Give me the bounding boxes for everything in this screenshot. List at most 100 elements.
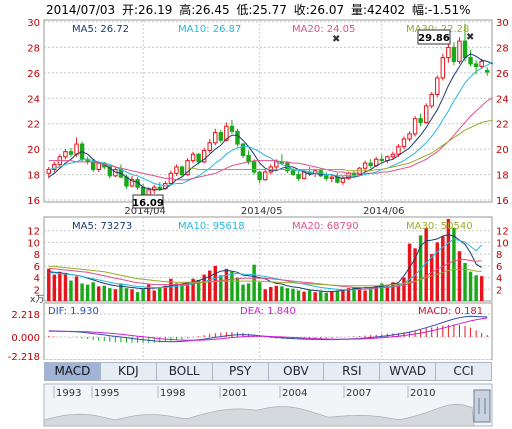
- dea-line: [48, 317, 488, 341]
- candle-body: [329, 176, 335, 179]
- candle-body: [457, 40, 462, 62]
- volume-bar: [380, 283, 384, 301]
- tab-boll[interactable]: BOLL: [157, 363, 213, 380]
- volume-ma30-legend: MA30: 50540: [406, 221, 473, 232]
- volume-bar: [97, 286, 101, 301]
- volume-bar: [352, 286, 356, 301]
- price-y-tick-left: 24: [27, 94, 40, 105]
- tab-obv[interactable]: OBV: [269, 363, 325, 380]
- volume-y-tick-right: 2: [496, 285, 502, 296]
- volume-bar: [335, 290, 340, 301]
- volume-bar: [341, 289, 345, 301]
- price-y-tick-left: 30: [27, 18, 40, 29]
- price-y-tick-right: 16: [496, 196, 509, 207]
- volume-bar: [263, 289, 267, 301]
- quote-low-label: 低:: [236, 3, 252, 17]
- volume-bar: [224, 268, 229, 301]
- tab-kdj[interactable]: KDJ: [101, 363, 157, 380]
- price-y-tick-right: 30: [496, 18, 509, 29]
- volume-bar: [74, 276, 79, 301]
- candle-body: [257, 171, 262, 181]
- candle-body: [368, 162, 373, 167]
- candle-body: [218, 132, 224, 141]
- candle-body: [396, 146, 401, 155]
- candle-body: [446, 46, 451, 59]
- volume-bar: [124, 288, 129, 301]
- low-price-label: 16.09: [132, 198, 164, 209]
- price-ma5-legend: MA5: 26.72: [72, 24, 129, 35]
- volume-bar: [457, 251, 462, 301]
- candle-body: [473, 63, 479, 67]
- candle-body: [190, 153, 196, 162]
- volume-bar: [285, 288, 290, 301]
- timeline-year-label: 1998: [160, 388, 185, 399]
- volume-bar: [63, 272, 68, 301]
- volume-ma-lines: [48, 234, 483, 293]
- macd-panel-frame: [43, 302, 493, 360]
- timeline-year-label: 2004: [282, 388, 307, 399]
- tab-wvad[interactable]: WVAD: [380, 363, 437, 380]
- volume-y-tick-left: 10: [27, 238, 40, 249]
- candle-body: [201, 149, 207, 163]
- candle-body: [213, 132, 218, 144]
- candle-body: [146, 189, 151, 196]
- candle-body: [246, 155, 251, 163]
- tab-cci[interactable]: CCI: [453, 364, 474, 378]
- tab-rsi[interactable]: RSI: [324, 363, 381, 380]
- price-y-tick-right: 20: [496, 145, 509, 156]
- volume-bar: [274, 285, 279, 301]
- volume-bar: [69, 280, 73, 301]
- volume-bar: [452, 227, 456, 301]
- volume-bar: [463, 262, 467, 301]
- volume-bar: [368, 289, 373, 301]
- timeline-navigator[interactable]: 1993 1995 1998 2001 2004 2007 2010: [0, 382, 512, 429]
- volume-bar: [330, 291, 334, 301]
- tab-macd[interactable]: MACD: [45, 363, 101, 380]
- timeline-year-label: 2001: [222, 388, 247, 399]
- volume-bar: [163, 285, 168, 301]
- candle-body: [207, 142, 212, 151]
- volume-bar: [196, 279, 201, 301]
- indicator-tab-bar: MACD KDJ BOLL PSY OBV RSI WVAD CCI: [44, 362, 492, 381]
- volume-y-tick-left: 6: [34, 262, 40, 273]
- candle-body: [235, 130, 240, 145]
- volume-bar: [152, 290, 156, 301]
- volume-bar: [158, 288, 162, 301]
- candle-body: [107, 166, 113, 177]
- volume-bar: [407, 243, 412, 301]
- volume-bar: [357, 288, 362, 301]
- volume-bar: [269, 286, 273, 301]
- candle-body: [185, 160, 190, 176]
- volume-y-tick-right: 10: [496, 238, 509, 249]
- volume-bar: [468, 271, 473, 301]
- candle-body: [290, 170, 296, 176]
- dif-legend: DIF: 1.930: [48, 306, 99, 317]
- timeline-range-handle[interactable]: [473, 389, 491, 423]
- volume-bar: [402, 277, 406, 301]
- volume-bar: [174, 283, 179, 301]
- macd-y-tick: -2.218: [8, 352, 40, 360]
- macd-indicator: [48, 315, 488, 343]
- volume-bar: [85, 284, 90, 301]
- volume-bar: [391, 282, 395, 301]
- volume-bar: [235, 277, 240, 301]
- volume-bar: [119, 283, 123, 301]
- volume-panel-frame: [43, 216, 493, 302]
- price-y-tick-left: 28: [27, 43, 40, 54]
- volume-bar: [302, 291, 306, 301]
- volume-bar: [446, 219, 451, 301]
- candle-body: [412, 118, 418, 135]
- volume-bar: [363, 290, 367, 301]
- volume-bar: [47, 268, 51, 301]
- volume-bar: [208, 270, 212, 301]
- volume-bar: [130, 289, 134, 301]
- quote-high: 26.45: [195, 3, 229, 17]
- volume-bar: [169, 278, 173, 301]
- candle-body: [379, 158, 384, 162]
- price-ma30-line: [187, 119, 493, 172]
- candle-body: [390, 153, 396, 158]
- price-x-tick: 2014/05: [241, 206, 283, 217]
- tab-psy[interactable]: PSY: [213, 363, 269, 380]
- price-y-tick-left: 18: [27, 171, 40, 182]
